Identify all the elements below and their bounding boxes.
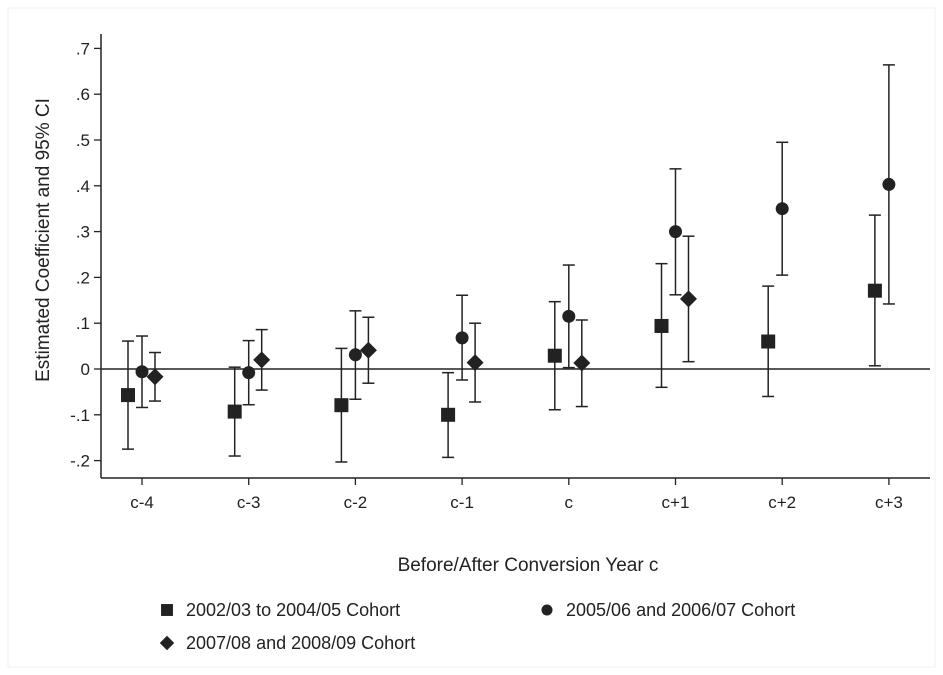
legend-marker <box>161 604 173 616</box>
x-tick-label: c-4 <box>130 493 154 512</box>
y-tick-label: .5 <box>76 131 90 150</box>
x-tick-label: c-1 <box>450 493 474 512</box>
y-tick-label: -.1 <box>70 406 90 425</box>
y-tick-label: .7 <box>76 39 90 58</box>
data-point <box>466 354 484 372</box>
legend-item: 2002/03 to 2004/05 Cohort <box>161 600 400 620</box>
data-point <box>547 348 562 363</box>
y-tick-label: 0 <box>81 360 90 379</box>
legend-label: 2007/08 and 2008/09 Cohort <box>186 633 415 653</box>
x-tick-label: c+1 <box>662 493 690 512</box>
y-tick-label: -.2 <box>70 452 90 471</box>
x-tick-label: c+2 <box>768 493 796 512</box>
legend-item: 2007/08 and 2008/09 Cohort <box>159 633 415 653</box>
data-point <box>359 341 377 359</box>
data-point <box>121 388 135 403</box>
data-point <box>775 202 789 216</box>
data-point <box>669 225 682 239</box>
data-point <box>227 404 242 419</box>
data-point <box>146 368 164 386</box>
data-point <box>455 331 469 345</box>
data-point <box>562 309 576 323</box>
data-point <box>761 334 776 349</box>
legend-label: 2002/03 to 2004/05 Cohort <box>186 600 400 620</box>
data-point <box>441 407 456 422</box>
y-axis-title: Estimated Coefficient and 95% CI <box>33 98 54 382</box>
data-point <box>867 283 882 298</box>
x-tick-label: c+3 <box>875 493 903 512</box>
y-tick-label: .1 <box>76 314 90 333</box>
data-point <box>680 290 697 308</box>
legend: 2002/03 to 2004/05 Cohort 2005/06 and 200… <box>159 600 795 653</box>
legend-item: 2005/06 and 2006/07 Cohort <box>541 600 795 620</box>
legend-marker <box>541 604 553 616</box>
x-tick-label: c <box>565 493 574 512</box>
y-tick-label: .6 <box>76 85 90 104</box>
data-point <box>573 354 591 372</box>
chart-marks <box>121 64 896 463</box>
data-point <box>882 177 896 191</box>
y-tick-label: .2 <box>76 268 90 287</box>
data-point <box>135 365 149 379</box>
axes: -.2 -.1 0 .1 .2 .3 .4 .5 .6 .7 c-4 c-3 c-2 c-1 c c+1 c+2… <box>70 34 930 512</box>
y-tick-label: .4 <box>76 177 90 196</box>
legend-marker <box>159 635 175 651</box>
series-diamond <box>146 235 697 408</box>
y-tick-label: .3 <box>76 223 90 242</box>
data-point <box>654 318 669 333</box>
data-point <box>253 351 271 369</box>
legend-label: 2005/06 and 2006/07 Cohort <box>566 600 795 620</box>
series-square <box>121 214 882 463</box>
data-point <box>334 398 349 413</box>
data-point <box>242 366 256 380</box>
plot-frame <box>7 7 936 668</box>
x-axis-title: Before/After Conversion Year c <box>398 555 659 576</box>
x-tick-label: c-2 <box>344 493 368 512</box>
data-point <box>348 348 362 362</box>
series-circle <box>135 64 896 409</box>
x-tick-label: c-3 <box>237 493 261 512</box>
